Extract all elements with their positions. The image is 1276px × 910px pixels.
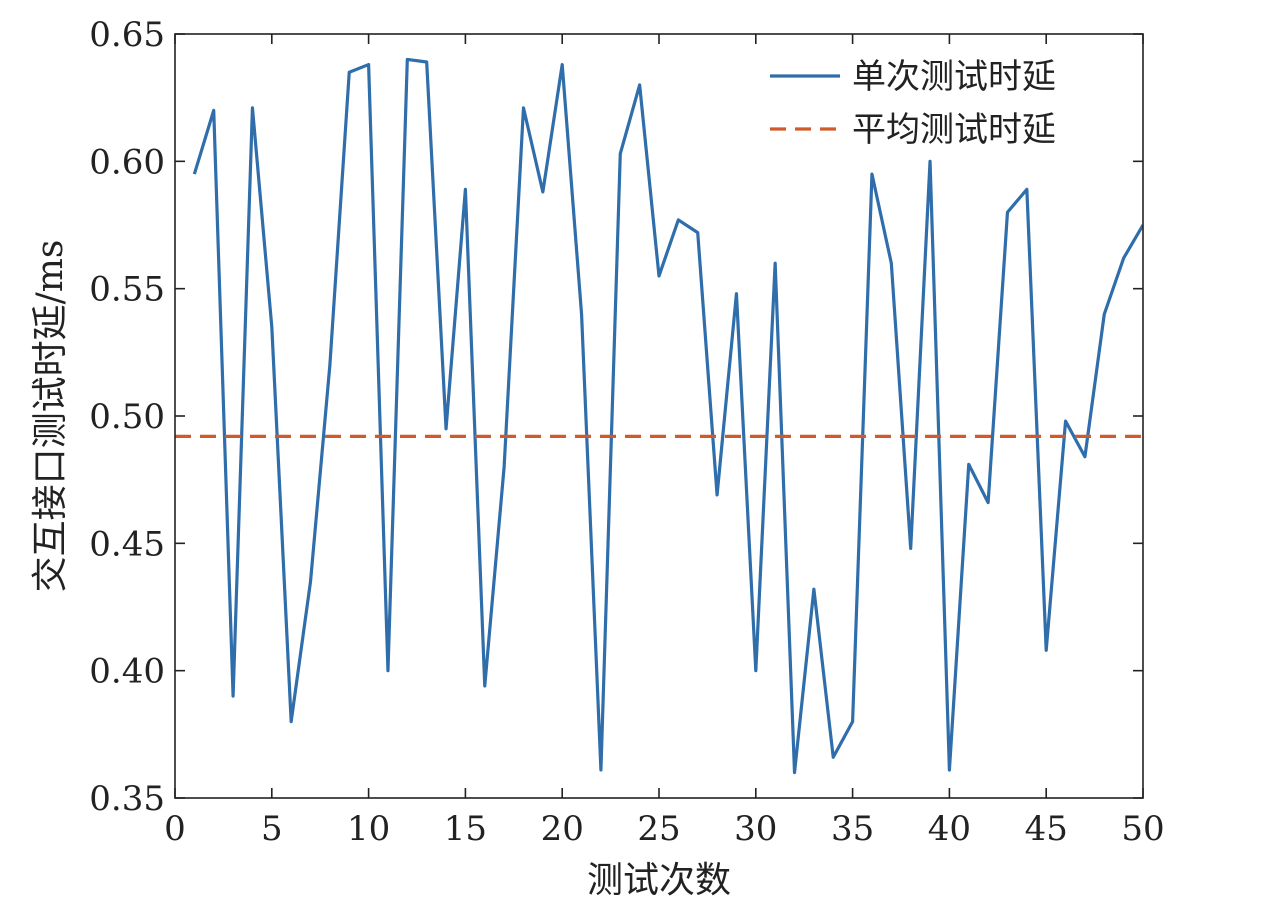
- y-tick-label: 0.40: [89, 652, 165, 692]
- x-tick-label: 20: [541, 809, 584, 849]
- x-tick-label: 45: [1025, 809, 1068, 849]
- x-tick-label: 10: [347, 809, 390, 849]
- x-tick-label: 25: [637, 809, 680, 849]
- y-tick-label: 0.55: [89, 270, 165, 310]
- legend-label-average: 平均测试时延: [852, 110, 1056, 150]
- series-layer: [175, 57, 1143, 775]
- y-tick-label: 0.50: [89, 397, 165, 437]
- x-tick-label: 15: [444, 809, 487, 849]
- x-tick-label: 0: [164, 809, 186, 849]
- ticks-layer: 0 5 10 15 20 25 30 35 40 45 50 0.35 0.40 0.45 0.50 0.55…: [89, 15, 1164, 849]
- x-tick-label: 35: [831, 809, 874, 849]
- y-tick-label: 0.65: [89, 15, 165, 55]
- y-axis-title: 交互接口测试时延/ms: [30, 240, 71, 593]
- x-tick-label: 5: [261, 809, 283, 849]
- y-tick-label: 0.60: [89, 142, 165, 182]
- x-tick-label: 30: [734, 809, 777, 849]
- legend-label-single-test: 单次测试时延: [852, 57, 1056, 97]
- x-tick-label: 40: [928, 809, 971, 849]
- x-tick-label: 50: [1121, 809, 1164, 849]
- legend: 单次测试时延 平均测试时延: [770, 57, 1056, 150]
- y-tick-label: 0.45: [89, 524, 165, 564]
- series-line-single-test: [192, 57, 1143, 775]
- y-tick-label: 0.35: [89, 779, 165, 819]
- x-axis-title: 测试次数: [587, 860, 731, 901]
